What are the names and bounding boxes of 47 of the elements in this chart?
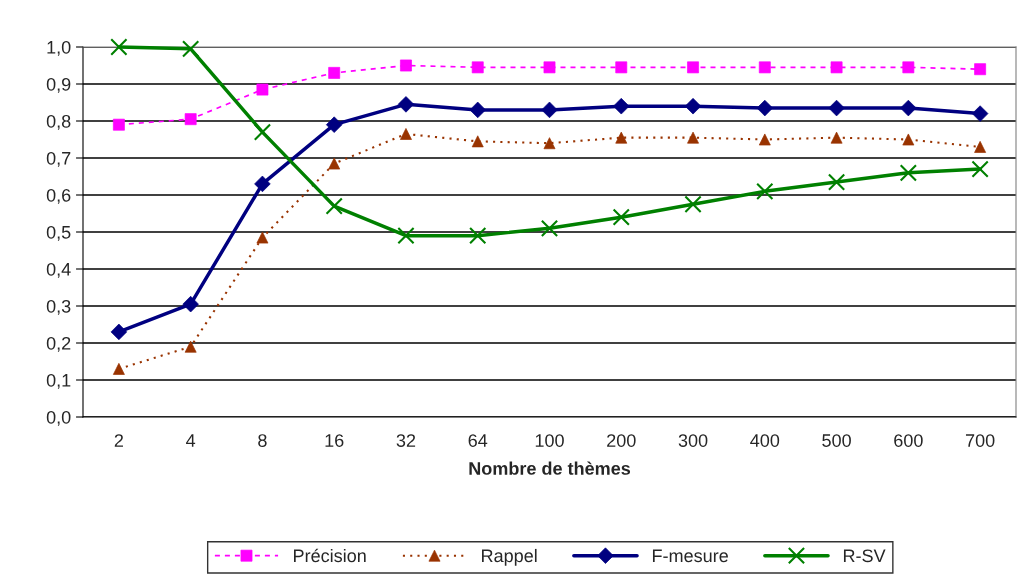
point [756,182,774,200]
x-tick-label: 500 [822,434,851,447]
point [325,197,343,215]
point [469,101,486,119]
legend-label: Précision [294,548,366,563]
x-tick-label: 300 [678,434,708,447]
point [971,160,989,178]
y-tick-label: 1,0 [47,40,71,56]
y-tick-label: 0,3 [46,299,71,315]
y-tick-label: 0,4 [46,262,71,278]
point [254,175,271,193]
x-tick-label: 400 [750,434,780,447]
point [756,99,774,117]
x-tick-label: 600 [894,434,923,447]
y-tick-label: 0,2 [46,336,71,352]
x-tick-label: 200 [607,434,636,447]
point [900,99,917,117]
x-tick-label: 32 [396,434,416,447]
y-tick-label: 0,5 [46,225,71,241]
x-tick-label: 16 [325,434,344,447]
point [110,38,128,56]
x-tick-label: 64 [468,434,488,447]
legend-label: Rappel [482,548,537,566]
x-tick-label: 2 [114,434,123,447]
legend-label: R-SV [843,549,886,563]
y-tick-label: 0,7 [46,151,71,167]
point [687,61,699,74]
x-tick-label: 4 [186,434,196,447]
y-tick-label: 0,8 [46,114,71,130]
y-tick-label: 0,1 [46,373,71,389]
point [827,173,846,191]
point [540,219,559,237]
y-tick-label: 0,9 [46,77,71,93]
y-tick-label: 0,0 [46,410,71,426]
point [684,195,702,213]
point [400,128,412,140]
point [469,227,487,245]
x-axis-title: Nombre de thèmes [469,461,631,475]
legend-label: F-mesure [652,549,728,563]
x-tick-label: 100 [535,434,564,447]
point [397,227,415,245]
point [612,208,630,226]
point [181,40,200,58]
x-tick-label: 700 [965,434,995,447]
x-tick-label: 8 [258,434,267,447]
y-tick-label: 0,6 [46,188,71,204]
point [899,164,918,182]
